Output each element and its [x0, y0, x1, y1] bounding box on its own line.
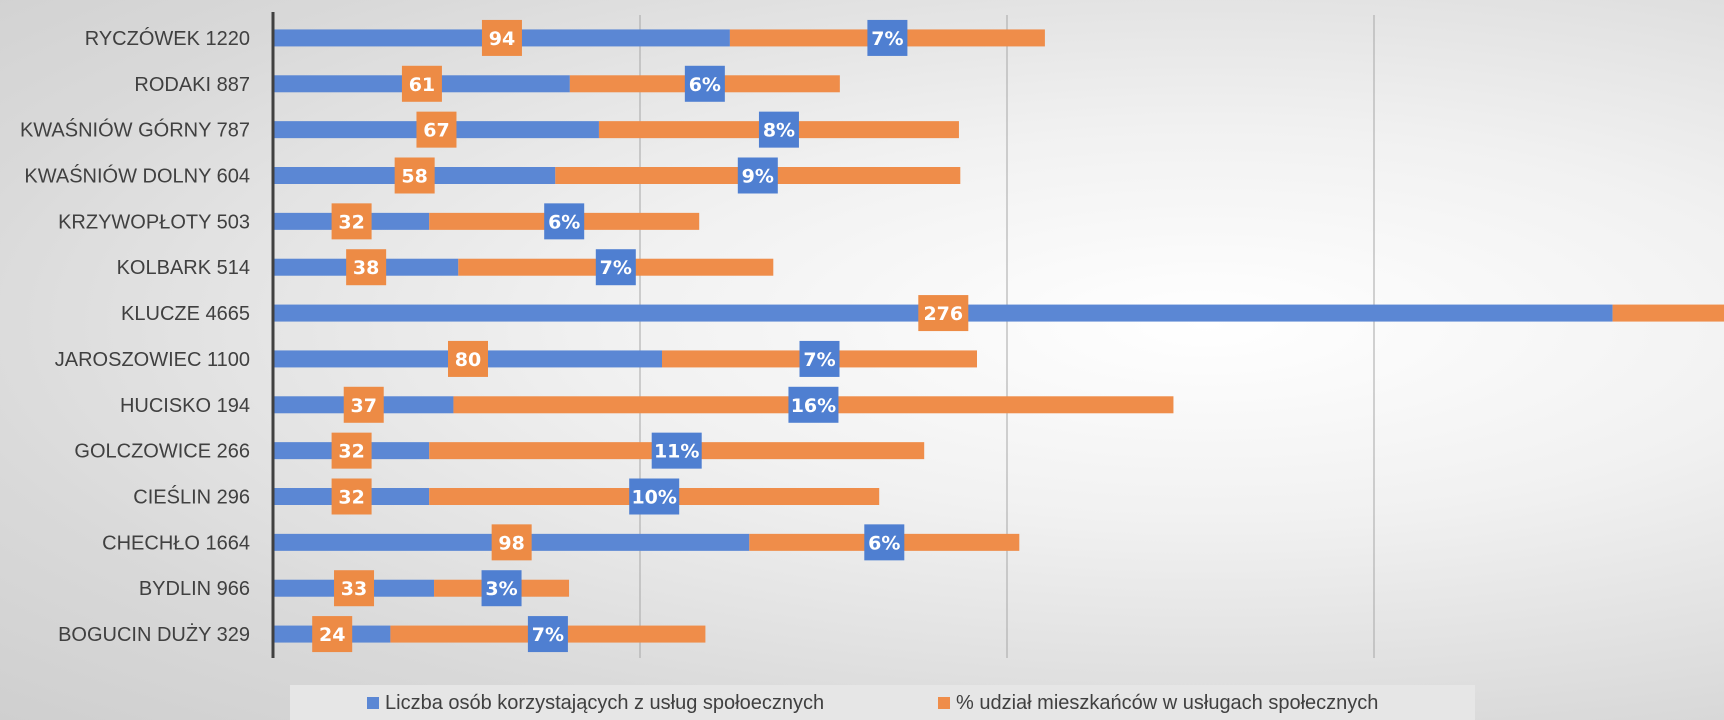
category-label: CHECHŁO 1664	[102, 532, 250, 554]
legend-item-percent: % udział mieszkańców w usługach społeczn…	[938, 691, 1379, 714]
svg-text:98: 98	[498, 532, 524, 554]
data-label-count: 67	[416, 111, 457, 148]
data-label-percent: 11%	[651, 432, 702, 469]
gridlines	[639, 15, 1375, 658]
data-label-percent: 9%	[737, 157, 778, 194]
data-label-percent: 7%	[595, 249, 636, 286]
category-label: GOLCZOWICE 266	[74, 441, 250, 463]
data-label-count: 61	[401, 65, 442, 102]
category-labels-group: RYCZÓWEK 1220 RODAKI 887 KWAŚNIÓW GÓRNY 78…	[20, 27, 250, 646]
svg-text:7%: 7%	[871, 28, 903, 50]
data-label-count: 38	[346, 249, 387, 286]
svg-text:6%: 6%	[548, 211, 580, 233]
svg-text:94: 94	[489, 28, 515, 50]
svg-text:6%: 6%	[689, 74, 721, 96]
category-label: BOGUCIN DUŻY 329	[58, 623, 250, 646]
svg-text:3%: 3%	[485, 578, 517, 600]
data-label-count: 32	[331, 478, 372, 515]
data-label-count: 33	[334, 570, 375, 607]
svg-text:37: 37	[350, 395, 376, 417]
data-labels-group: 94 7% 61 6% 67 8% 58 9% 32 6% 38 7% 276 6% 80 7% 37 16% 32…	[312, 19, 969, 653]
svg-text:7%: 7%	[532, 624, 564, 646]
svg-text:7%: 7%	[803, 349, 835, 371]
svg-text:33: 33	[341, 578, 367, 600]
svg-text:10%: 10%	[631, 487, 676, 509]
bar-percent	[1612, 304, 1724, 322]
legend-item-count: Liczba osób korzystających z usług społo…	[367, 691, 825, 714]
category-label: KOLBARK 514	[117, 257, 250, 279]
data-label-count: 58	[394, 157, 435, 194]
data-label-percent: 3%	[481, 570, 522, 607]
category-label: CIEŚLIN 296	[133, 485, 250, 509]
data-label-count: 80	[448, 340, 488, 377]
svg-text:7%: 7%	[600, 257, 632, 279]
legend-label-count: Liczba osób korzystających z usług społo…	[385, 691, 825, 714]
svg-text:16%: 16%	[791, 395, 836, 417]
category-label: RYCZÓWEK 1220	[85, 27, 250, 50]
data-label-percent: 10%	[629, 478, 680, 515]
data-label-count: 37	[343, 386, 384, 423]
data-label-count: 32	[331, 432, 372, 469]
bars-group	[274, 29, 1724, 643]
category-label: JAROSZOWIEC 1100	[55, 349, 250, 371]
svg-text:11%: 11%	[654, 441, 699, 463]
data-label-count: 24	[312, 616, 353, 653]
category-label: KWAŚNIÓW DOLNY 604	[24, 164, 250, 188]
svg-text:58: 58	[401, 166, 427, 188]
svg-text:32: 32	[338, 487, 364, 509]
legend: Liczba osób korzystających z usług społo…	[290, 685, 1475, 720]
data-label-percent: 16%	[788, 386, 839, 423]
svg-text:32: 32	[338, 441, 364, 463]
svg-text:38: 38	[353, 257, 379, 279]
svg-text:8%: 8%	[763, 120, 795, 142]
data-label-count: 276	[918, 295, 969, 332]
svg-text:67: 67	[423, 120, 449, 142]
category-label: BYDLIN 966	[139, 578, 250, 600]
legend-swatch-count	[367, 697, 379, 709]
data-label-count: 98	[491, 524, 532, 561]
svg-text:32: 32	[338, 211, 364, 233]
data-label-percent: 6%	[544, 203, 585, 240]
data-label-percent: 8%	[758, 111, 799, 148]
svg-text:9%: 9%	[742, 166, 774, 188]
category-label: RODAKI 887	[134, 74, 250, 96]
data-label-percent: 6%	[684, 65, 725, 102]
data-label-count: 32	[331, 203, 372, 240]
svg-text:24: 24	[319, 624, 345, 646]
category-label: KWAŚNIÓW GÓRNY 787	[20, 118, 250, 142]
category-label: KLUCZE 4665	[121, 303, 250, 325]
legend-swatch-percent	[938, 697, 950, 709]
data-label-percent: 7%	[799, 340, 840, 377]
category-label: HUCISKO 194	[120, 395, 250, 417]
legend-label-percent: % udział mieszkańców w usługach społeczn…	[956, 691, 1379, 714]
svg-text:276: 276	[923, 303, 963, 325]
data-label-percent: 6%	[864, 524, 905, 561]
category-label: KRZYWOPŁOTY 503	[58, 211, 250, 233]
svg-text:61: 61	[409, 74, 435, 96]
data-label-percent: 7%	[527, 616, 568, 653]
data-label-percent: 7%	[867, 19, 908, 56]
data-label-count: 94	[481, 19, 522, 56]
svg-text:80: 80	[455, 349, 481, 371]
svg-text:6%: 6%	[868, 532, 900, 554]
